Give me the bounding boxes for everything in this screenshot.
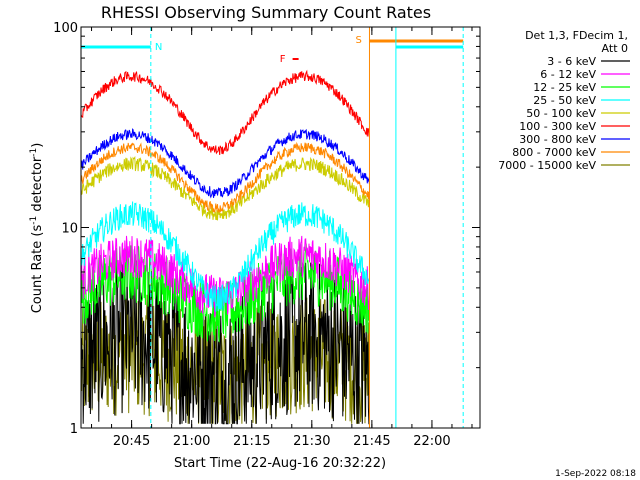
series-group: N S F <box>81 27 464 428</box>
x-tick-label: 20:45 <box>113 434 150 449</box>
series-line-4 <box>81 155 370 221</box>
legend-label: 6 - 12 keV <box>540 68 596 81</box>
legend-header: Det 1,3, FDecim 1, <box>525 29 628 42</box>
x-axis-label: Start Time (22-Aug-16 20:32:22) <box>174 456 386 471</box>
plot-area: N S F <box>81 27 464 428</box>
annotation-f: F <box>280 54 286 65</box>
y-axis-label: Count Rate (s-1 detector-1) <box>29 143 45 314</box>
legend-label: 25 - 50 keV <box>533 94 596 107</box>
series-line-3 <box>81 201 370 312</box>
annotation-n: N <box>155 42 162 53</box>
series-line-5 <box>81 69 370 156</box>
annotation-s: S <box>355 35 361 46</box>
y-tick-label: 1 <box>70 422 78 437</box>
y-tick-label: 10 <box>61 222 78 237</box>
x-tick-label: 21:30 <box>293 434 330 449</box>
x-tick-label: 22:00 <box>413 434 450 449</box>
series-line-0 <box>81 260 370 425</box>
series-line-6 <box>81 128 370 199</box>
legend-header: Att 0 <box>602 42 628 55</box>
legend-label: 3 - 6 keV <box>547 55 596 68</box>
legend-label: 12 - 25 keV <box>533 81 596 94</box>
legend-label: 7000 - 15000 keV <box>498 159 596 172</box>
chart-title: RHESSI Observing Summary Count Rates <box>101 3 431 22</box>
y-tick-label: 100 <box>53 21 78 36</box>
series-line-7 <box>81 141 370 214</box>
x-tick-label: 21:45 <box>353 434 390 449</box>
x-tick-label: 21:15 <box>233 434 270 449</box>
axes: 1 10 100 20:45 21:00 21:15 21:30 21:45 22:00 <box>53 21 481 449</box>
legend-label: 800 - 7000 keV <box>512 146 596 159</box>
legend-label: 50 - 100 keV <box>526 107 596 120</box>
legend-label: 300 - 800 keV <box>519 133 596 146</box>
timestamp: 1-Sep-2022 08:18 <box>555 469 636 479</box>
x-tick-label: 21:00 <box>173 434 210 449</box>
legend-label: 100 - 300 keV <box>519 120 596 133</box>
